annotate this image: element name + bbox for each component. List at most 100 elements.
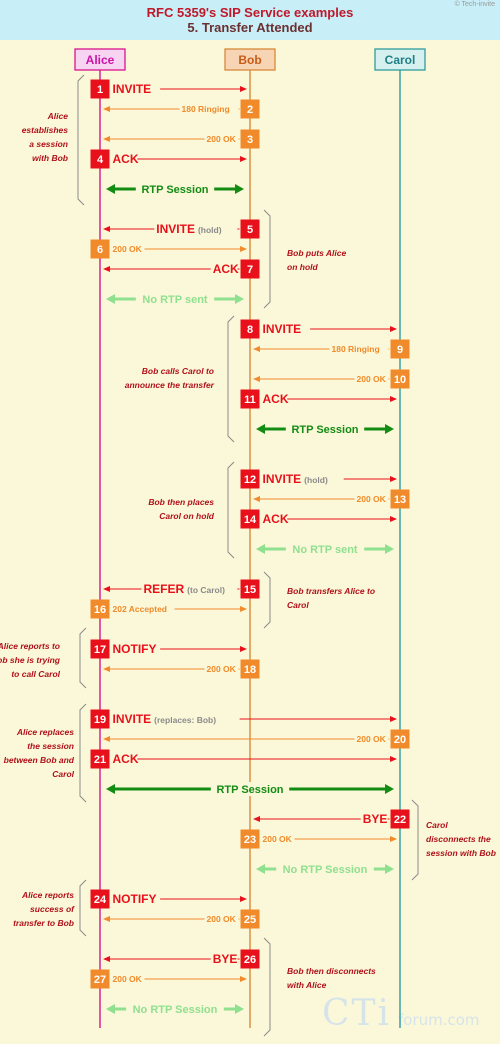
step-number: 4 xyxy=(97,154,104,166)
media-label: No RTP sent xyxy=(292,544,358,556)
message-label: 200 OK xyxy=(207,914,237,924)
note-line: Carol xyxy=(426,820,448,830)
step-number-box xyxy=(90,889,110,909)
annotation-note-8: Carol disconnects the session with Bob xyxy=(411,799,496,881)
message-label: INVITE (replaces: Bob) xyxy=(113,712,217,726)
message-label-bg xyxy=(329,343,389,355)
media-label-bg xyxy=(285,542,365,556)
message-9: 9 180 Ringing xyxy=(253,339,410,359)
step-number-box xyxy=(240,319,260,339)
message-label: BYE xyxy=(213,952,238,966)
arrowhead-left xyxy=(106,184,115,194)
message-25: 25 200 OK xyxy=(103,909,260,929)
note-line: Alice replaces xyxy=(16,727,74,737)
message-label: 200 OK xyxy=(113,244,143,254)
message-arrowhead xyxy=(240,86,247,92)
message-7: 7 ACK xyxy=(103,259,260,279)
step-number-box xyxy=(390,369,410,389)
step-number-box xyxy=(240,99,260,119)
message-method: BYE xyxy=(363,812,388,826)
media-no-rtp-sent: No RTP sent xyxy=(256,542,394,556)
media-label-bg xyxy=(285,422,365,436)
step-number: 1 xyxy=(97,84,103,96)
message-label-bg xyxy=(260,321,311,337)
note-bracket xyxy=(263,209,271,309)
step-number: 8 xyxy=(247,324,253,336)
arrowhead-right xyxy=(385,424,394,434)
message-arrowhead xyxy=(103,666,110,672)
annotation-note-6: Alice reports to Bob she is trying to call… xyxy=(0,627,87,689)
arrowhead-left xyxy=(256,544,265,554)
message-17: 17 NOTIFY xyxy=(90,639,247,659)
arrowhead-right xyxy=(235,1004,244,1014)
message-arrowhead xyxy=(240,246,247,252)
message-arrowhead xyxy=(103,106,110,112)
message-arrowhead xyxy=(103,226,110,232)
watermark-logo: CTi xyxy=(322,993,392,1034)
message-label: ACK xyxy=(263,512,289,526)
step-number: 19 xyxy=(94,714,106,726)
watermark-domain: forum.com xyxy=(398,1011,480,1029)
step-number-box xyxy=(90,969,110,989)
note-line: Bob she is trying xyxy=(0,655,61,665)
message-label: 200 OK xyxy=(113,974,143,984)
note-line: session with Bob xyxy=(426,848,496,858)
message-arrowhead xyxy=(390,836,397,842)
note-line: with Alice xyxy=(287,980,327,990)
note-line: Carol xyxy=(287,600,309,610)
step-number-box xyxy=(240,129,260,149)
copyright-text: © Tech-invite xyxy=(454,1,495,8)
message-arrowhead xyxy=(390,756,397,762)
step-number: 21 xyxy=(94,754,106,766)
note-line: transfer to Bob xyxy=(13,918,74,928)
message-label-bg xyxy=(260,471,344,487)
message-20: 20 200 OK xyxy=(103,729,410,749)
step-number: 15 xyxy=(244,584,256,596)
note-line: Bob then disconnects xyxy=(287,966,376,976)
message-arrowhead xyxy=(253,376,260,382)
note-line: Bob then places xyxy=(148,497,214,507)
annotation-note-10: Bob then disconnects with Alice xyxy=(263,937,376,1037)
media-label: RTP Session xyxy=(291,424,358,436)
note-line: a session xyxy=(29,139,68,149)
page-title: RFC 5359's SIP Service examples xyxy=(146,5,354,20)
message-arrowhead xyxy=(240,976,247,982)
message-method: REFER xyxy=(144,582,185,596)
message-label: 200 OK xyxy=(207,134,237,144)
note-bracket xyxy=(263,571,271,629)
message-method: ACK xyxy=(113,152,139,166)
note-line: disconnects the xyxy=(426,834,491,844)
step-number: 11 xyxy=(244,394,256,406)
message-label-bg xyxy=(110,243,145,255)
message-method: ACK xyxy=(213,262,239,276)
arrowhead-left xyxy=(106,294,115,304)
message-label-bg xyxy=(110,641,161,657)
message-arrowhead xyxy=(103,586,110,592)
message-1: 1 INVITE xyxy=(90,79,247,99)
step-number-box xyxy=(390,489,410,509)
note-line: Bob calls Carol to xyxy=(142,366,214,376)
note-line: with Bob xyxy=(32,153,68,163)
message-label: 200 OK xyxy=(357,374,387,384)
message-label-bg xyxy=(110,973,145,985)
message-method: INVITE xyxy=(263,322,302,336)
message-label-bg xyxy=(179,103,239,115)
step-number-box xyxy=(90,709,110,729)
media-label: No RTP Session xyxy=(283,864,368,876)
annotation-note-3: Bob calls Carol to announce the transfer xyxy=(125,315,235,443)
message-2: 2 180 Ringing xyxy=(103,99,260,119)
step-number-box xyxy=(390,809,410,829)
note-bracket xyxy=(227,461,235,559)
note-line: Carol on hold xyxy=(159,511,215,521)
arrowhead-left xyxy=(106,784,115,794)
step-number: 20 xyxy=(394,734,406,746)
message-label: 202 Accepted xyxy=(113,604,168,614)
message-label-bg xyxy=(110,603,175,615)
message-label: 200 OK xyxy=(357,734,387,744)
media-label: RTP Session xyxy=(216,784,283,796)
message-label: 180 Ringing xyxy=(182,104,230,114)
message-method: INVITE xyxy=(113,82,152,96)
message-method: INVITE xyxy=(156,222,195,236)
arrowhead-left xyxy=(256,424,265,434)
